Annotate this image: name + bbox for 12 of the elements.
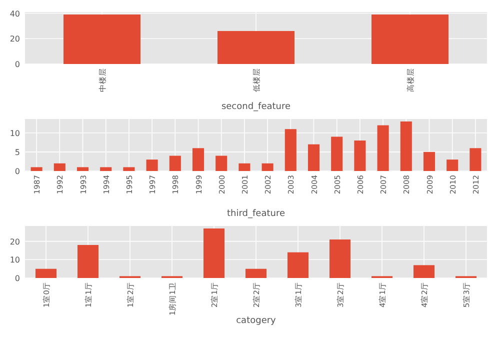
x-axis-title: catogery (236, 316, 277, 326)
y-tick-label: 20 (10, 34, 20, 44)
y-tick-label: 40 (10, 9, 20, 18)
y-tick-label: 0 (14, 274, 20, 283)
x-axis-title: second_feature (221, 102, 292, 112)
x-axis-title: third_feature (227, 209, 286, 219)
y-tick-label: 0 (14, 167, 20, 176)
y-tick-label: 10 (10, 128, 20, 138)
y-tick-label: 10 (10, 256, 20, 265)
y-tick-label: 0 (14, 60, 20, 69)
y-tick-label: 5 (14, 148, 20, 157)
y-tick-label: 20 (10, 237, 20, 246)
